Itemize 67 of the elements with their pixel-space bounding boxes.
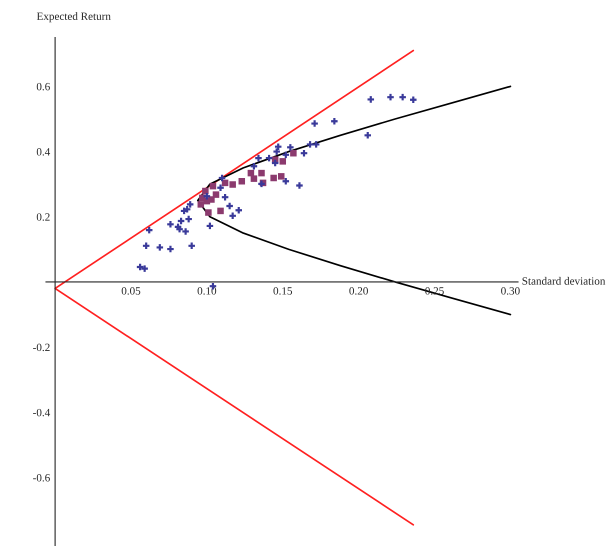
point bbox=[222, 194, 228, 200]
point bbox=[146, 226, 152, 234]
point bbox=[258, 170, 265, 176]
point bbox=[331, 118, 338, 125]
point bbox=[167, 221, 174, 228]
y-tick-label: 0.2 bbox=[36, 213, 50, 221]
point bbox=[141, 265, 148, 272]
point bbox=[296, 182, 303, 189]
point bbox=[274, 143, 282, 150]
point bbox=[282, 178, 290, 185]
point bbox=[273, 148, 280, 155]
point bbox=[206, 222, 214, 230]
point bbox=[238, 178, 246, 185]
x-tick-label: 0.10 bbox=[198, 287, 216, 295]
point bbox=[410, 96, 417, 104]
point bbox=[270, 174, 277, 182]
x-tick-label: 0.15 bbox=[273, 287, 292, 295]
point bbox=[364, 132, 372, 139]
point bbox=[178, 218, 184, 224]
point bbox=[280, 158, 286, 165]
point bbox=[185, 216, 192, 222]
point bbox=[266, 154, 272, 162]
point bbox=[222, 180, 228, 186]
y-tick-label: 0.6 bbox=[36, 82, 50, 90]
x-axis-title: Standard deviation bbox=[522, 276, 606, 285]
point bbox=[217, 208, 224, 214]
point bbox=[250, 175, 258, 182]
point bbox=[217, 184, 224, 192]
y-axis-title: Expected Return bbox=[36, 12, 111, 22]
point bbox=[290, 150, 297, 156]
point bbox=[226, 202, 233, 210]
y-tick-label: 0.4 bbox=[36, 148, 50, 156]
y-tick-label: -0.6 bbox=[33, 474, 50, 482]
point bbox=[229, 181, 236, 188]
point bbox=[186, 201, 194, 208]
point bbox=[229, 212, 236, 220]
x-tick-label: 0.30 bbox=[501, 287, 520, 295]
point bbox=[312, 141, 320, 148]
point bbox=[311, 120, 318, 127]
point bbox=[272, 160, 278, 166]
point bbox=[156, 244, 164, 251]
y-tick-label: -0.4 bbox=[33, 408, 50, 416]
point bbox=[212, 191, 220, 198]
point bbox=[210, 182, 216, 190]
point bbox=[182, 228, 189, 235]
point bbox=[204, 192, 210, 200]
point bbox=[188, 242, 195, 250]
point bbox=[248, 170, 254, 176]
point bbox=[198, 201, 204, 208]
point bbox=[278, 173, 284, 180]
x-tick-label: 0.05 bbox=[122, 287, 140, 295]
point bbox=[205, 209, 212, 216]
point bbox=[142, 242, 150, 250]
point bbox=[250, 162, 258, 170]
point bbox=[300, 150, 308, 156]
point bbox=[218, 174, 226, 182]
point bbox=[255, 154, 262, 162]
y-tick-label: -0.2 bbox=[33, 344, 50, 352]
point bbox=[287, 144, 294, 151]
point bbox=[202, 188, 209, 194]
point bbox=[282, 152, 290, 158]
point bbox=[368, 96, 374, 103]
point bbox=[387, 94, 394, 100]
point bbox=[167, 246, 174, 252]
x-tick-label: 0.20 bbox=[349, 287, 368, 295]
point bbox=[235, 207, 242, 214]
point bbox=[399, 94, 406, 100]
